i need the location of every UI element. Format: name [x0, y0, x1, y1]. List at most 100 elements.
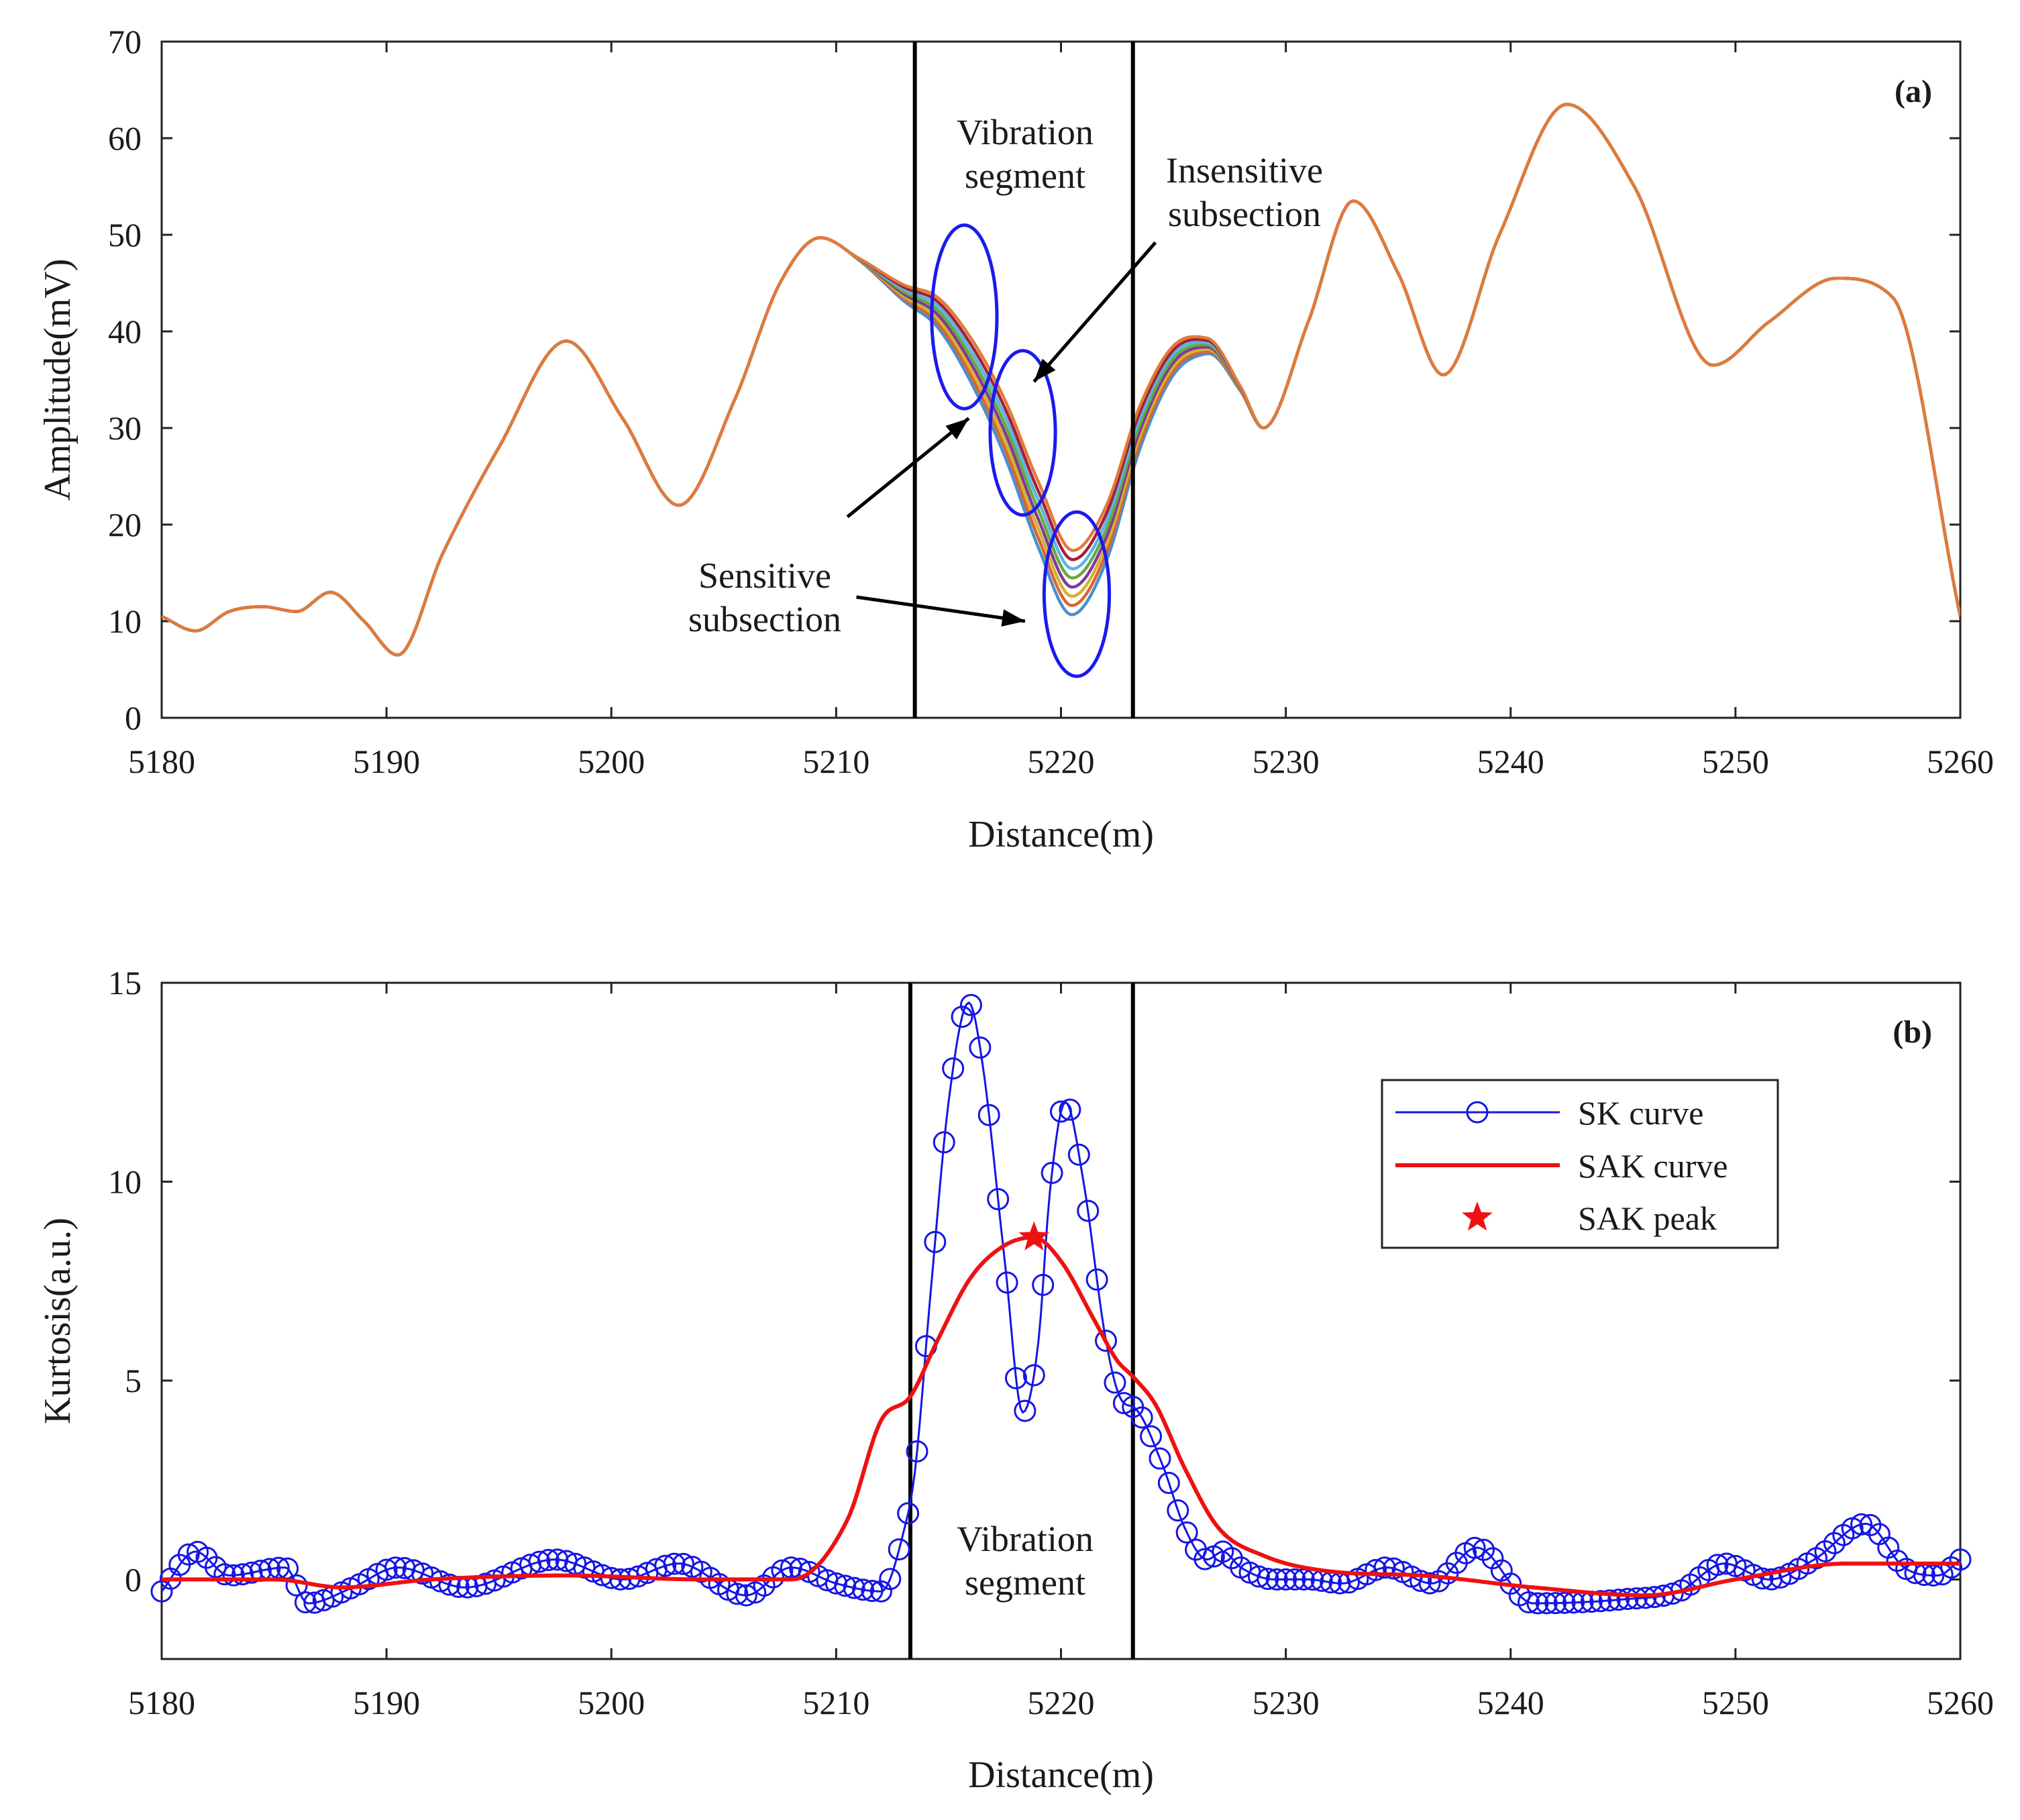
- subsection-ellipse: [930, 223, 999, 411]
- sk-curve-marker: [942, 1057, 965, 1080]
- sk-curve-marker: [1059, 1098, 1081, 1121]
- sak-peak-marker: [1018, 1221, 1050, 1250]
- sk-curve-marker: [843, 1576, 865, 1599]
- sk-curve-marker: [438, 1573, 461, 1596]
- panel-tag: (a): [1895, 74, 1932, 109]
- vibration-segment-label: Vibration: [957, 1519, 1094, 1559]
- sk-curve-marker: [528, 1550, 551, 1573]
- sk-curve-marker: [1625, 1587, 1648, 1610]
- legend-peak-marker: [1462, 1201, 1493, 1231]
- sk-curve-marker: [726, 1583, 749, 1605]
- y-tick-label: 30: [108, 409, 142, 447]
- x-tick-label: 5200: [578, 1684, 645, 1721]
- y-tick-label: 0: [125, 1560, 142, 1598]
- sk-curve-marker: [1706, 1554, 1729, 1576]
- sk-curve-marker: [834, 1574, 857, 1597]
- sk-curve-marker: [1130, 1406, 1153, 1429]
- sk-curve-marker: [897, 1502, 920, 1525]
- sk-curve-marker: [1004, 1367, 1027, 1389]
- y-tick-label: 0: [125, 699, 142, 737]
- sk-curve-marker: [1553, 1591, 1576, 1614]
- sk-curve-marker: [1077, 1199, 1100, 1222]
- sk-curve-marker: [906, 1440, 928, 1463]
- y-tick-label: 5: [125, 1362, 142, 1399]
- x-tick-label: 5190: [353, 743, 420, 780]
- sk-curve-marker: [1275, 1568, 1297, 1591]
- sk-curve-marker: [959, 994, 982, 1016]
- vibration-segment-label: Vibration: [957, 112, 1094, 152]
- sk-curve-marker: [1149, 1447, 1171, 1470]
- annotation-arrow-head: [1034, 358, 1056, 382]
- sak-curve-line: [162, 1235, 1960, 1598]
- sk-curve-marker: [1616, 1588, 1639, 1611]
- x-tick-label: 5180: [128, 743, 195, 780]
- sk-curve-marker: [1598, 1589, 1621, 1612]
- sk-curve-marker: [1022, 1364, 1045, 1387]
- sk-curve-marker: [609, 1568, 632, 1591]
- sk-curve-marker: [1095, 1330, 1118, 1352]
- x-tick-label: 5230: [1253, 743, 1320, 780]
- annotation-arrow-head: [1001, 609, 1025, 627]
- panel-b-chart: 5180 5190 5200 5210 5220 5230 5240 5250 5260 0 5 10…: [37, 964, 1994, 1796]
- insensitive-subsection-label: Insensitive: [1166, 150, 1323, 191]
- sk-curve-marker: [1032, 1273, 1055, 1296]
- sk-curve-marker: [1949, 1548, 1972, 1571]
- x-tick-label: 5250: [1702, 743, 1769, 780]
- insensitive-subsection-label: subsection: [1168, 194, 1321, 234]
- y-tick-label: 20: [108, 506, 142, 543]
- x-tick-label: 5220: [1028, 743, 1095, 780]
- x-tick-label: 5210: [802, 743, 869, 780]
- sk-curve-marker: [933, 1131, 955, 1154]
- sk-curve-marker: [672, 1552, 694, 1575]
- x-tick-label: 5230: [1253, 1684, 1320, 1721]
- sk-curve-marker: [924, 1230, 947, 1253]
- vibration-segment-label: segment: [965, 156, 1085, 196]
- sk-curve-marker: [996, 1271, 1018, 1294]
- sk-curve-marker: [1050, 1100, 1072, 1123]
- legend: SK curve SAK curve SAK peak: [1381, 1079, 1779, 1249]
- sk-curve-marker: [1104, 1371, 1126, 1394]
- sk-curve-marker: [852, 1578, 875, 1601]
- sk-curve-marker: [1373, 1556, 1396, 1579]
- sk-curve-marker: [222, 1564, 245, 1587]
- sk-curve-marker: [1463, 1536, 1486, 1559]
- sk-curve-marker: [1085, 1268, 1108, 1291]
- sk-curve-marker: [213, 1563, 236, 1586]
- sk-curve-marker: [1518, 1591, 1540, 1613]
- sensitive-subsection-label: Sensitive: [698, 555, 831, 596]
- sk-curve-marker: [231, 1563, 254, 1586]
- sk-curve-marker: [1535, 1592, 1558, 1615]
- x-tick-label: 5250: [1702, 1684, 1769, 1721]
- annotation-arrow-shaft: [856, 595, 1026, 623]
- legend-entry: SAK peak: [1578, 1199, 1717, 1237]
- sk-curve-marker: [1607, 1589, 1630, 1611]
- subsection-ellipse: [1042, 510, 1112, 678]
- sk-curve-marker: [1410, 1570, 1432, 1593]
- sk-curve-marker: [977, 1104, 1000, 1126]
- sk-curve-marker: [1175, 1521, 1198, 1544]
- x-tick-label: 5210: [802, 1684, 869, 1721]
- sk-curve-marker: [879, 1568, 902, 1591]
- y-tick-label: 70: [108, 23, 142, 60]
- annotation-arrow-head: [945, 418, 969, 440]
- sk-curve-marker: [1157, 1472, 1180, 1495]
- sk-curve-marker: [537, 1548, 560, 1571]
- panel-a-chart: 5180 5190 5200 5210 5220 5230 5240 5250 5260 0 10 2…: [37, 23, 1994, 855]
- sk-curve-marker: [1140, 1425, 1163, 1448]
- vibration-segment-label: segment: [965, 1562, 1085, 1603]
- legend-entry: SK curve: [1578, 1094, 1703, 1132]
- sk-curve-marker: [285, 1574, 308, 1597]
- x-tick-label: 5200: [578, 743, 645, 780]
- sk-curve-marker: [1265, 1568, 1288, 1591]
- sk-curve-marker: [1041, 1161, 1063, 1184]
- y-tick-label: 10: [108, 602, 142, 640]
- sk-curve-marker: [1167, 1499, 1189, 1522]
- sk-curve-marker: [1382, 1557, 1405, 1580]
- sk-curve-marker: [1526, 1592, 1549, 1615]
- sk-curve-marker: [1418, 1572, 1441, 1595]
- panel-tag: (b): [1893, 1014, 1932, 1050]
- sk-curve-marker: [1257, 1568, 1279, 1591]
- x-tick-label: 5190: [353, 1684, 420, 1721]
- sk-curve-marker: [987, 1188, 1010, 1211]
- sk-curve-marker: [1067, 1143, 1090, 1166]
